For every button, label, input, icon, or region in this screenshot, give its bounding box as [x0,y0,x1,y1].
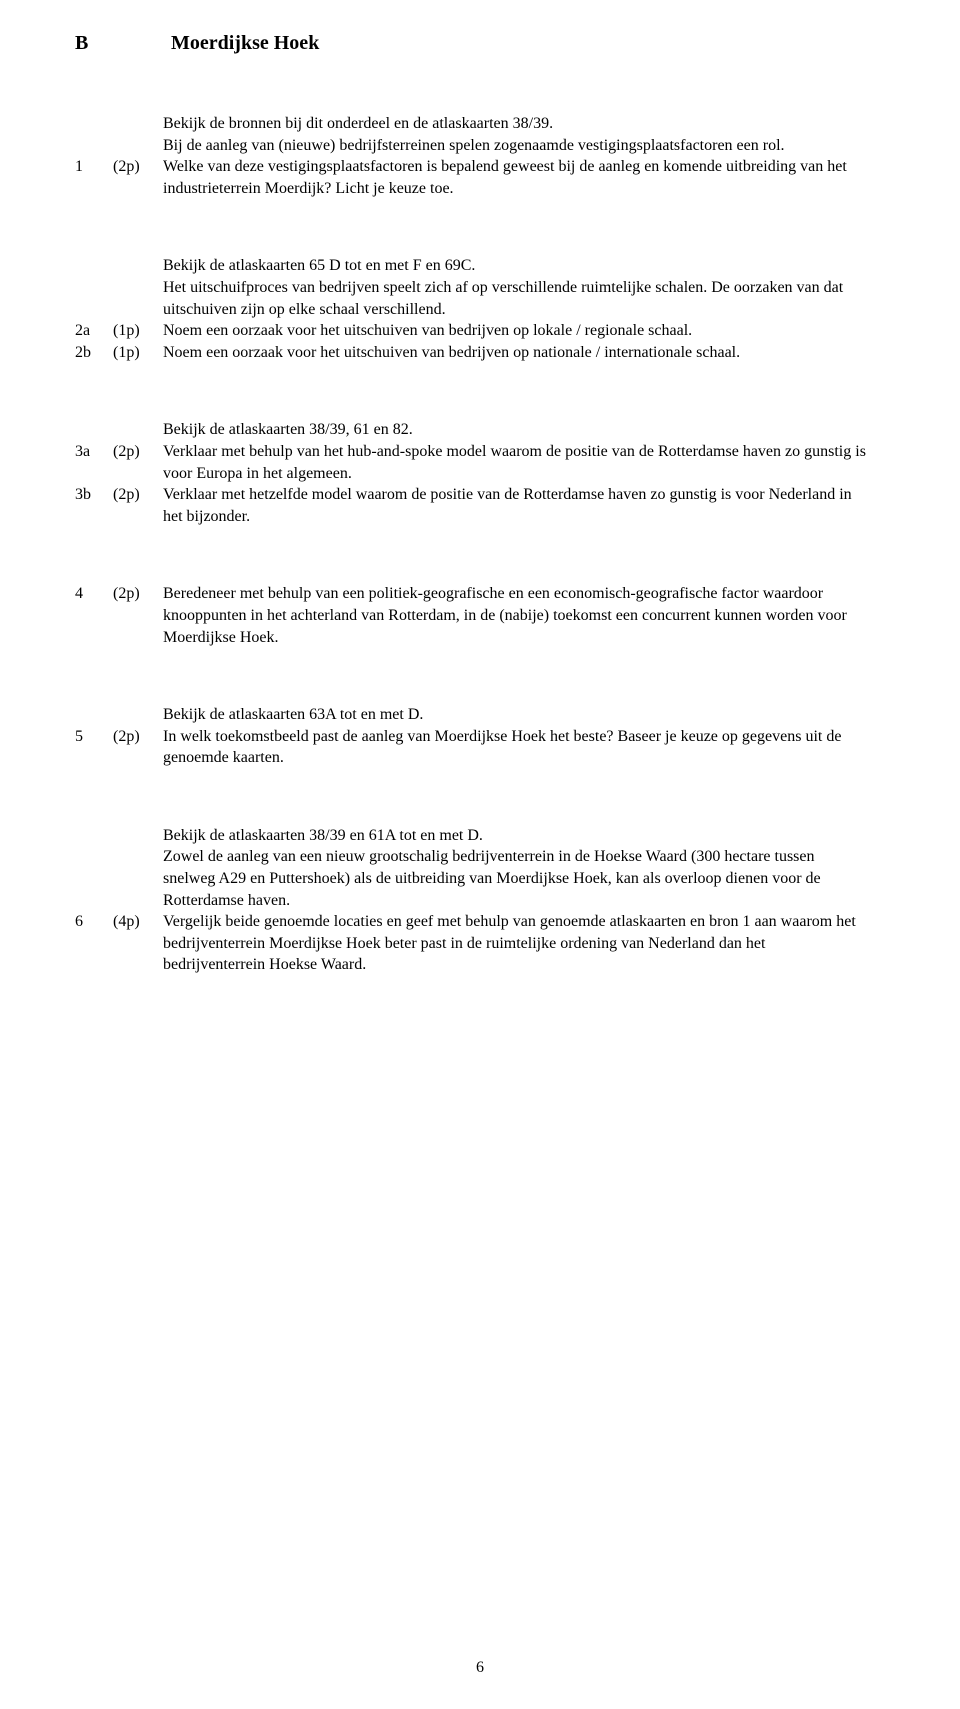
intro-text: Het uitschuifproces van bedrijven speelt… [163,277,870,320]
question-text: Vergelijk beide genoemde locaties en gee… [163,911,870,976]
intro-text: Bekijk de atlaskaarten 65 D tot en met F… [163,255,870,277]
question-row: 6 (4p) Vergelijk beide genoemde locaties… [75,911,870,976]
question-block-5: Bekijk de atlaskaarten 63A tot en met D.… [75,704,870,769]
question-row: 4 (2p) Beredeneer met behulp van een pol… [75,583,870,648]
question-text: Verklaar met behulp van het hub-and-spok… [163,441,870,484]
question-block-2: Bekijk de atlaskaarten 65 D tot en met F… [75,255,870,363]
question-points: (2p) [113,726,163,748]
question-block-3: Bekijk de atlaskaarten 38/39, 61 en 82. … [75,419,870,527]
question-number: 1 [75,156,113,178]
intro-text: Bij de aanleg van (nieuwe) bedrijfsterre… [163,135,870,157]
question-row: 1 (2p) Welke van deze vestigingsplaatsfa… [75,156,870,199]
question-points: (2p) [113,583,163,605]
question-text: Beredeneer met behulp van een politiek-g… [163,583,870,648]
intro-text: Bekijk de atlaskaarten 38/39 en 61A tot … [163,825,870,847]
question-row: 3b (2p) Verklaar met hetzelfde model waa… [75,484,870,527]
question-points: (2p) [113,441,163,463]
question-row: 2b (1p) Noem een oorzaak voor het uitsch… [75,342,870,364]
question-text: Noem een oorzaak voor het uitschuiven va… [163,342,870,364]
intro-text: Zowel de aanleg van een nieuw grootschal… [163,846,870,911]
question-text: Welke van deze vestigingsplaatsfactoren … [163,156,870,199]
question-number: 4 [75,583,113,605]
question-points: (4p) [113,911,163,933]
question-row: 3a (2p) Verklaar met behulp van het hub-… [75,441,870,484]
question-number: 3b [75,484,113,506]
question-row: 2a (1p) Noem een oorzaak voor het uitsch… [75,320,870,342]
page: B Moerdijkse Hoek Bekijk de bronnen bij … [0,0,960,1709]
question-text: Verklaar met hetzelfde model waarom de p… [163,484,870,527]
question-number: 2a [75,320,113,342]
page-number: 6 [0,1657,960,1679]
question-row: 5 (2p) In welk toekomstbeeld past de aan… [75,726,870,769]
question-points: (2p) [113,484,163,506]
question-number: 5 [75,726,113,748]
intro-text: Bekijk de atlaskaarten 63A tot en met D. [163,704,870,726]
section-header: B Moerdijkse Hoek [75,30,870,57]
question-text: In welk toekomstbeeld past de aanleg van… [163,726,870,769]
question-text: Noem een oorzaak voor het uitschuiven va… [163,320,870,342]
question-number: 3a [75,441,113,463]
question-block-1: Bekijk de bronnen bij dit onderdeel en d… [75,113,870,199]
question-block-6: Bekijk de atlaskaarten 38/39 en 61A tot … [75,825,870,976]
section-title: Moerdijkse Hoek [171,30,319,57]
question-points: (2p) [113,156,163,178]
question-block-4: 4 (2p) Beredeneer met behulp van een pol… [75,583,870,648]
question-points: (1p) [113,320,163,342]
section-letter: B [75,30,131,57]
question-number: 6 [75,911,113,933]
intro-text: Bekijk de bronnen bij dit onderdeel en d… [163,113,870,135]
intro-text: Bekijk de atlaskaarten 38/39, 61 en 82. [163,419,870,441]
question-points: (1p) [113,342,163,364]
question-number: 2b [75,342,113,364]
